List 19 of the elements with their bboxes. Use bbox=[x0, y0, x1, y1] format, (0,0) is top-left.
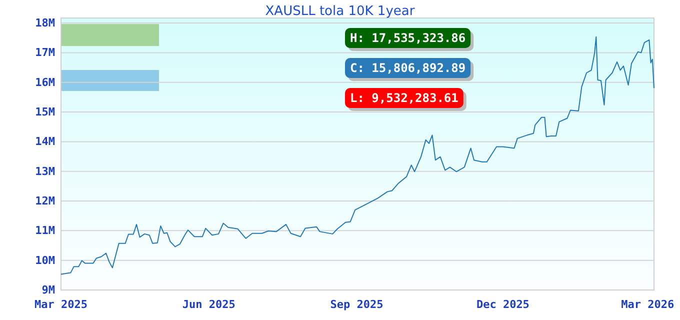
y-tick-label: 11M bbox=[35, 224, 56, 238]
y-tick-label: 18M bbox=[35, 16, 56, 30]
y-tick-label: 9M bbox=[42, 284, 56, 297]
x-tick-label: Mar 2026 bbox=[621, 298, 674, 311]
x-tick-label: Mar 2025 bbox=[34, 298, 88, 311]
y-tick-label: 17M bbox=[35, 46, 56, 60]
annotation: H: 17,535,323.86 bbox=[350, 31, 466, 45]
y-tick-label: 16M bbox=[35, 76, 56, 89]
y-tick-label: 12M bbox=[35, 194, 56, 208]
y-tick-label: 10M bbox=[35, 254, 56, 267]
annotation: C: 15,806,892.89 bbox=[350, 61, 466, 75]
x-tick-label: Jun 2025 bbox=[182, 298, 236, 311]
y-tick-label: 15M bbox=[35, 106, 56, 119]
y-tick-label: 14M bbox=[35, 135, 56, 148]
x-tick-label: Dec 2025 bbox=[476, 298, 530, 311]
annotation: L: 9,532,283.61 bbox=[350, 91, 458, 105]
x-tick-label: Sep 2025 bbox=[330, 298, 384, 311]
chart-title: XAUSLL tola 10K 1year bbox=[265, 4, 416, 19]
y-tick-label: 13M bbox=[35, 164, 56, 178]
